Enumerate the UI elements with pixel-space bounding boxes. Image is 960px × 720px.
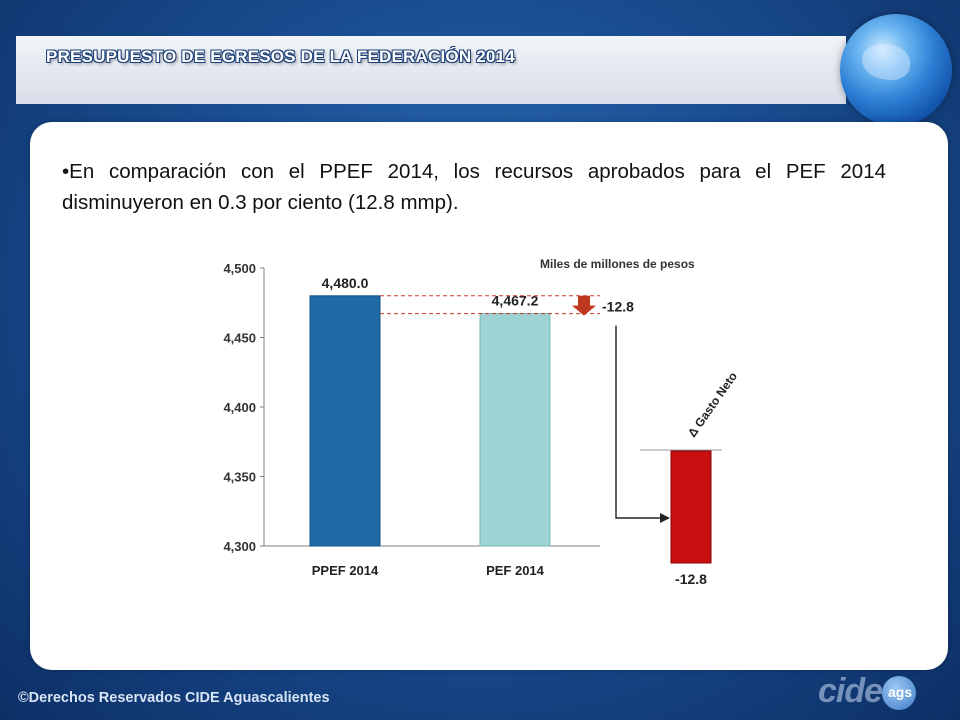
category-label: PEF 2014 [486,563,545,578]
category-label: PPEF 2014 [312,563,379,578]
connector-arrow-icon [660,513,670,523]
bullet-text: •En comparación con el PPEF 2014, los re… [62,160,886,214]
y-tick-label: 4,300 [223,539,256,554]
title-band [16,36,846,104]
y-tick-label: 4,400 [223,400,256,415]
globe-icon [840,14,952,126]
delta-bar [670,450,712,564]
y-tick-label: 4,350 [223,470,256,485]
unit-note: Miles de millones de pesos [540,257,695,271]
logo-sub-text: ags [888,684,913,700]
bar-ppef [309,295,381,547]
connector-line [615,325,668,519]
budget-chart: 4,300 4,350 4,400 4,450 4,500 4,480.0 PPEF 20… [223,257,740,587]
bar-value-label: 4,480.0 [322,275,369,291]
logo-circle-icon [882,676,916,710]
slide-title: PRESUPUESTO DE EGRESOS DE LA FEDERACIÓN … [46,47,515,66]
difference-label: -12.8 [602,299,634,315]
y-tick-label: 4,450 [223,331,256,346]
bar-pef [479,313,551,547]
logo-text: cide [818,672,883,710]
delta-bar-label: -12.8 [675,571,707,587]
delta-title: Δ Gasto Neto [685,369,740,439]
copyright-footer: ©Derechos Reservados CIDE Aguascalientes [18,690,330,706]
bar-value-label: 4,467.2 [492,293,539,309]
down-arrow-icon [572,295,596,316]
cide-logo: cide ags [818,672,938,714]
y-tick-label: 4,500 [223,261,256,276]
